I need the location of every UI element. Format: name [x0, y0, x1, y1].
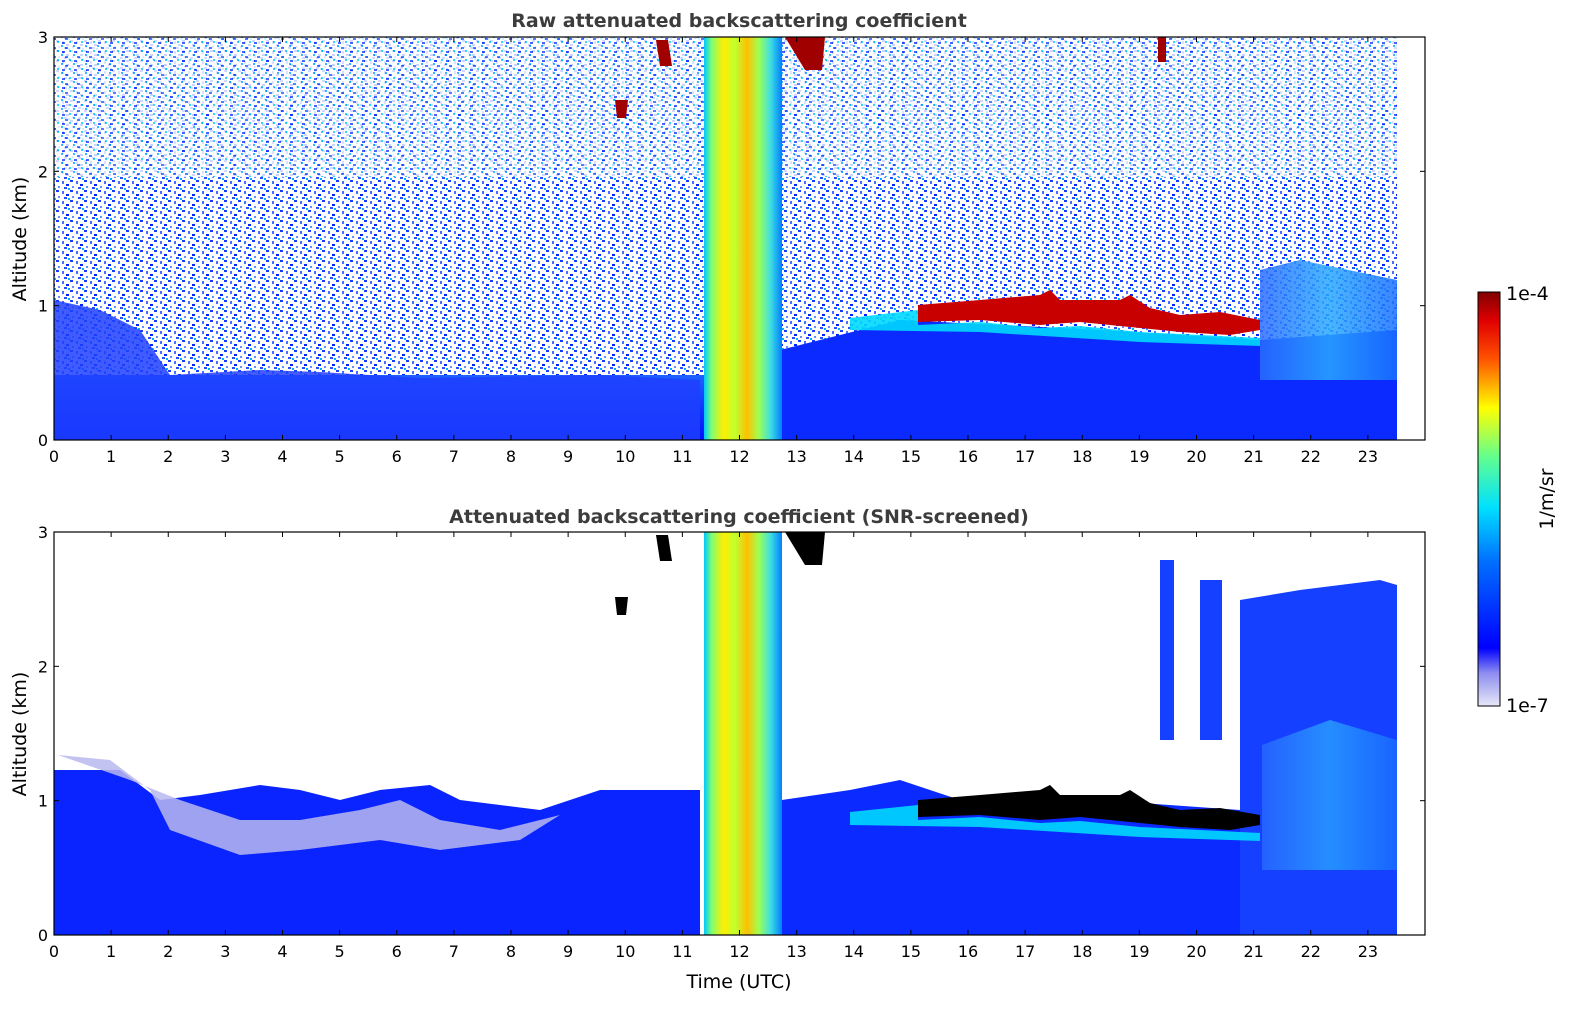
- top-y-ticks: 0 1 2 3: [38, 28, 1425, 450]
- bottom-x-ticks: 0 1 2 3 4 5 6 7 8 9 10 11 12 13 14 15 16 17 18 19 20 21 22 23: [49, 532, 1378, 961]
- top-y-tick-label: 2: [38, 162, 48, 181]
- top-x-tick-label: 6: [392, 447, 402, 466]
- bottom-y-tick-label: 2: [38, 657, 48, 676]
- top-x-tick-label: 14: [844, 447, 864, 466]
- top-x-tick-label: 8: [506, 447, 516, 466]
- top-y-tick-label: 3: [38, 28, 48, 47]
- colorbar-min-label: 1e-7: [1506, 695, 1549, 717]
- colorbar-max-label: 1e-4: [1506, 283, 1549, 305]
- top-precip-shaft: [704, 37, 782, 440]
- bottom-aerosol-body: [54, 770, 700, 935]
- top-x-tick-label: 7: [449, 447, 459, 466]
- bottom-x-tick-label: 2: [163, 942, 173, 961]
- bottom-y-ticks: 0 1 2 3: [38, 523, 1425, 945]
- bottom-panel-image: [54, 532, 1425, 935]
- top-aerosol-right: [780, 320, 1397, 440]
- top-elevated-aerosol: [1260, 260, 1397, 380]
- bottom-y-tick-label: 1: [38, 792, 48, 811]
- bottom-cloud-top-speck-1: [656, 535, 672, 561]
- top-x-tick-label: 16: [958, 447, 978, 466]
- bottom-y-tick-label: 0: [38, 926, 48, 945]
- bottom-x-tick-label: 4: [277, 942, 287, 961]
- bottom-x-tick-label: 23: [1358, 942, 1378, 961]
- bottom-x-tick-label: 5: [335, 942, 345, 961]
- bottom-cloud-top-speck-2: [785, 532, 825, 565]
- bottom-precip-shaft: [704, 532, 782, 935]
- top-cloud-top-speck-2: [785, 37, 825, 70]
- top-y-tick-label: 1: [38, 297, 48, 316]
- top-x-tick-label: 0: [49, 447, 59, 466]
- bottom-x-tick-label: 11: [672, 942, 692, 961]
- bottom-x-tick-label: 13: [786, 942, 806, 961]
- bottom-x-tick-label: 14: [844, 942, 864, 961]
- top-x-tick-label: 13: [786, 447, 806, 466]
- top-x-tick-label: 17: [1015, 447, 1035, 466]
- bottom-x-tick-label: 0: [49, 942, 59, 961]
- top-cloud-top-speck-1: [656, 40, 672, 66]
- top-x-tick-label: 19: [1129, 447, 1149, 466]
- bottom-x-tick-label: 6: [392, 942, 402, 961]
- top-x-ticks: 0 1 2 3 4 5 6 7 8 9 10 11 12 13 14 15 16 17 18 19 20 21 22 23: [49, 37, 1378, 466]
- top-aerosol-top: [54, 300, 700, 440]
- bottom-x-tick-label: 12: [729, 942, 749, 961]
- bottom-x-tick-label: 18: [1072, 942, 1092, 961]
- top-x-tick-label: 23: [1358, 447, 1378, 466]
- top-x-tick-label: 2: [163, 447, 173, 466]
- top-x-tick-label: 3: [220, 447, 230, 466]
- top-panel-title: Raw attenuated backscattering coefficien…: [511, 10, 967, 32]
- top-x-tick-label: 18: [1072, 447, 1092, 466]
- bottom-x-tick-label: 7: [449, 942, 459, 961]
- top-cloud-top-speck-3: [615, 100, 628, 118]
- bottom-elevated-glow: [1262, 720, 1397, 870]
- bottom-x-tick-label: 8: [506, 942, 516, 961]
- top-x-tick-label: 22: [1301, 447, 1321, 466]
- bottom-x-tick-label: 10: [615, 942, 635, 961]
- bottom-x-tick-label: 9: [563, 942, 573, 961]
- top-x-tick-label: 1: [106, 447, 116, 466]
- bottom-x-tick-label: 19: [1129, 942, 1149, 961]
- top-x-tick-label: 5: [335, 447, 345, 466]
- top-x-tick-label: 15: [901, 447, 921, 466]
- top-x-tick-label: 12: [729, 447, 749, 466]
- bottom-y-axis-label: Altitude (km): [9, 672, 31, 797]
- top-x-tick-label: 21: [1243, 447, 1263, 466]
- bottom-x-tick-label: 3: [220, 942, 230, 961]
- top-x-tick-label: 9: [563, 447, 573, 466]
- top-x-tick-label: 20: [1186, 447, 1206, 466]
- bottom-cloud-top-speck-3: [615, 597, 628, 615]
- top-panel-image: [54, 37, 1397, 440]
- bottom-x-tick-label: 1: [106, 942, 116, 961]
- top-cloud-top-speck-4: [1158, 37, 1166, 62]
- bottom-x-tick-label: 16: [958, 942, 978, 961]
- top-y-tick-label: 0: [38, 431, 48, 450]
- colorbar-unit-label: 1/m/sr: [1536, 468, 1558, 529]
- top-x-tick-label: 4: [277, 447, 287, 466]
- bottom-cloud-layer: [918, 785, 1260, 830]
- bottom-y-tick-label: 3: [38, 523, 48, 542]
- bottom-aerosol-speckle: [58, 755, 560, 855]
- top-y-axis-label: Altitude (km): [9, 177, 31, 302]
- top-x-tick-label: 10: [615, 447, 635, 466]
- bottom-panel-title: Attenuated backscattering coefficient (S…: [449, 506, 1029, 528]
- x-axis-label: Time (UTC): [685, 971, 791, 993]
- top-cloud-layer: [918, 290, 1260, 335]
- top-cloud-base: [850, 310, 1260, 346]
- bottom-column-1: [1160, 560, 1174, 740]
- bottom-x-tick-label: 22: [1301, 942, 1321, 961]
- bottom-cloud-base: [850, 805, 1260, 841]
- bottom-x-tick-label: 15: [901, 942, 921, 961]
- bottom-column-2: [1200, 580, 1222, 740]
- colorbar: [1477, 291, 1501, 707]
- bottom-x-tick-label: 21: [1243, 942, 1263, 961]
- top-x-tick-label: 11: [672, 447, 692, 466]
- bottom-x-tick-label: 17: [1015, 942, 1035, 961]
- bottom-x-tick-label: 20: [1186, 942, 1206, 961]
